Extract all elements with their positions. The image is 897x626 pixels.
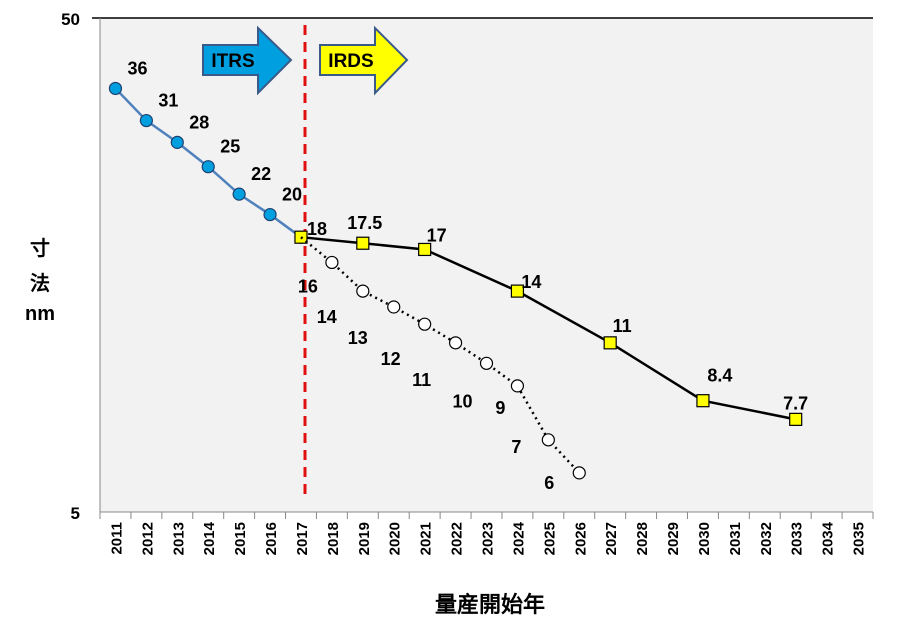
data-label: 28 [189,112,209,132]
data-point-circle [232,187,246,201]
data-label: 25 [220,137,240,157]
series-line-annual [300,236,581,474]
data-label: 9 [495,398,505,418]
x-tick-label: 2033 [789,522,806,555]
data-point-circle [356,284,370,298]
data-label: 17.5 [347,213,382,233]
data-label: 7 [511,437,521,457]
x-axis-label: 量産開始年 [435,592,545,617]
data-point-square [510,284,525,298]
y-axis-label-2: 法 [30,271,50,295]
x-tick-label: 2022 [449,522,466,555]
data-point-circle [201,160,215,174]
data-label: 13 [348,328,368,348]
x-tick-label: 2015 [232,522,249,555]
data-label: 7.7 [783,393,808,413]
x-tick-label: 2013 [170,522,187,555]
data-point-circle [541,433,555,447]
y-axis-label-3: nm [25,303,55,325]
x-tick-label: 2024 [510,521,527,555]
x-tick-label: 2027 [603,522,620,555]
data-point-circle [510,379,525,393]
data-point-circle [418,317,432,331]
data-label: 11 [613,316,632,336]
y-axis-label-1: 寸 [30,237,50,260]
data-point-circle [479,356,494,370]
itrs-arrow: ITRS [202,25,293,96]
data-label: 20 [282,185,302,205]
x-tick-label: 2016 [263,522,280,555]
y-tick-5: 5 [71,504,80,523]
data-label: 12 [381,349,401,369]
data-label: 22 [251,164,271,184]
x-tick-label: 2021 [418,522,435,555]
x-tick-label: 2029 [665,522,682,555]
data-label: 6 [544,473,554,493]
x-tick-label: 2031 [727,522,744,555]
data-point-circle [108,81,123,96]
x-tick-label: 2034 [820,521,837,555]
data-point-circle [572,466,586,480]
data-point-circle [387,300,401,314]
x-tick-label: 2012 [139,522,156,555]
data-point-square [603,336,617,350]
data-label: 14 [317,307,337,327]
x-tick-label: 2019 [356,522,373,555]
data-label: 14 [521,272,541,292]
x-tick-label: 2011 [108,522,125,555]
data-label: 11 [412,370,431,390]
data-label: 16 [298,276,318,296]
data-label: 17 [427,225,447,245]
data-point-square [789,412,803,426]
data-label: 36 [127,58,147,78]
data-point-circle [325,255,339,270]
data-label: 8.4 [707,366,732,386]
x-tick-label: 2014 [201,521,218,555]
data-point-circle [448,336,463,350]
x-tick-label: 2017 [294,522,311,555]
plot-area [100,18,873,512]
irds-arrow: IRDS [319,25,409,96]
x-tick-label: 2030 [696,522,713,555]
data-label: 31 [158,91,178,111]
x-tick-label: 2028 [634,522,651,555]
x-tick-label: 2032 [758,522,775,555]
data-point-circle [263,207,277,222]
data-point-circle [170,135,184,149]
x-tick-label: 2018 [325,522,342,555]
data-point-square [356,236,370,250]
itrs-label: ITRS [211,51,254,72]
data-label: 18 [307,219,327,239]
data-label: 10 [452,391,472,411]
data-point-square [418,242,432,257]
x-tick-label: 2026 [572,522,589,555]
x-tick-label: 2023 [480,522,497,555]
data-point-circle [139,113,153,128]
data-point-square [696,394,710,408]
x-tick-label: 2025 [541,522,558,555]
irds-label: IRDS [328,51,373,72]
y-tick-50: 50 [61,10,80,29]
x-tick-label: 2020 [387,522,404,555]
x-tick-label: 2035 [851,522,868,555]
